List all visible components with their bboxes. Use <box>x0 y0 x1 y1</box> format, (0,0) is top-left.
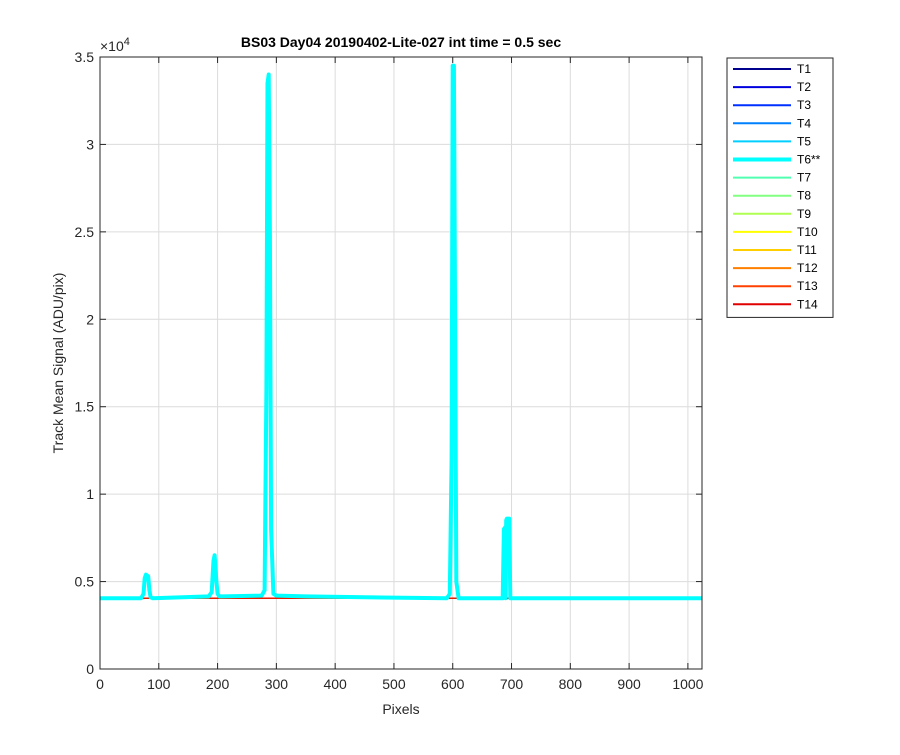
x-tick-label: 900 <box>617 676 641 692</box>
y-tick-label: 1.5 <box>75 399 95 415</box>
legend-entry: T6** <box>797 153 821 167</box>
plot-frame <box>99 56 703 670</box>
legend-entry: T14 <box>797 297 818 311</box>
x-tick-label: 100 <box>147 676 171 692</box>
x-tick-label: 500 <box>382 676 406 692</box>
y-tick-label: 1 <box>86 486 94 502</box>
legend-entry: T9 <box>797 207 811 221</box>
x-tick-label: 600 <box>441 676 465 692</box>
x-tick-label: 400 <box>323 676 347 692</box>
y-tick-label: 2.5 <box>75 224 95 240</box>
legend-entry: T4 <box>797 116 811 130</box>
legend-entry: T3 <box>797 98 811 112</box>
x-tick-label: 1000 <box>672 676 703 692</box>
legend-entry: T13 <box>797 279 818 293</box>
axis-ticks: 0 100 200 300 400 500 600 700 800 900 1000 0 0.5 1 1.5… <box>75 49 704 692</box>
x-tick-label: 200 <box>206 676 230 692</box>
y-exponent-label: ×104 <box>100 36 130 54</box>
x-tick-label: 0 <box>96 676 104 692</box>
y-tick-label: 0.5 <box>75 574 95 590</box>
legend-entry: T1 <box>797 62 811 76</box>
legend-entry: T7 <box>797 171 811 185</box>
legend-entry: T8 <box>797 189 811 203</box>
legend-entry: T2 <box>797 80 811 94</box>
legend: T1 T2 T3 T4 T5 T6** T7 T8 T9 T10 T11 T12 T13 T14 <box>726 57 834 318</box>
x-tick-label: 300 <box>265 676 289 692</box>
series-line-T6 <box>100 63 702 601</box>
grid-lines <box>100 57 702 669</box>
chart-title: BS03 Day04 20190402-Lite-027 int time = … <box>241 34 561 50</box>
y-tick-label: 2 <box>86 311 94 327</box>
y-tick-label: 3.5 <box>75 49 95 65</box>
plot-series <box>100 63 702 601</box>
legend-entry: T5 <box>797 134 811 148</box>
legend-entry: T12 <box>797 261 818 275</box>
y-axis-label: Track Mean Signal (ADU/pix) <box>50 273 66 454</box>
y-tick-label: 0 <box>86 661 94 677</box>
x-axis-label: Pixels <box>382 701 419 717</box>
legend-entry: T10 <box>797 225 818 239</box>
legend-entry: T11 <box>797 243 817 257</box>
legend-box <box>726 57 834 318</box>
y-tick-label: 3 <box>86 136 94 152</box>
x-tick-label: 800 <box>559 676 583 692</box>
x-tick-label: 700 <box>500 676 524 692</box>
